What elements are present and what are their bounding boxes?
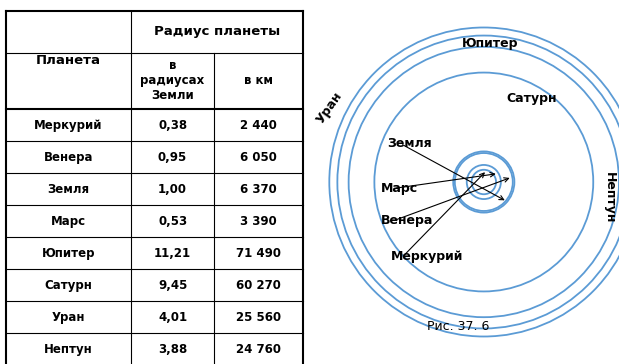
Text: 2 440: 2 440 [240, 119, 277, 132]
Text: 0,53: 0,53 [158, 215, 187, 228]
Text: Юпитер: Юпитер [462, 37, 519, 50]
Text: 4,01: 4,01 [158, 311, 187, 324]
Text: Сатурн: Сатурн [45, 279, 92, 292]
Text: Земля: Земля [387, 137, 432, 150]
Text: 0,95: 0,95 [158, 151, 187, 164]
Text: Марс: Марс [51, 215, 86, 228]
Text: Нептун: Нептун [44, 343, 93, 356]
Text: 6 050: 6 050 [240, 151, 277, 164]
Text: в км: в км [245, 75, 273, 87]
Text: Сатурн: Сатурн [507, 92, 557, 105]
Text: 60 270: 60 270 [236, 279, 281, 292]
Text: Венера: Венера [381, 214, 433, 227]
Text: Уран: Уран [52, 311, 85, 324]
Text: 25 560: 25 560 [236, 311, 281, 324]
Text: Юпитер: Юпитер [42, 247, 95, 260]
Text: 24 760: 24 760 [236, 343, 281, 356]
Text: Меркурий: Меркурий [34, 119, 103, 132]
Text: Радиус планеты: Радиус планеты [154, 25, 280, 38]
Text: 71 490: 71 490 [236, 247, 281, 260]
Text: 6 370: 6 370 [240, 183, 277, 196]
Text: Марс: Марс [381, 182, 418, 195]
Text: 9,45: 9,45 [158, 279, 188, 292]
Text: 1,00: 1,00 [158, 183, 187, 196]
Text: Земля: Земля [48, 183, 90, 196]
Text: 11,21: 11,21 [154, 247, 191, 260]
Text: в
радиусах
Земли: в радиусах Земли [141, 59, 205, 103]
Text: Планета: Планета [36, 54, 101, 67]
Text: 3,88: 3,88 [158, 343, 187, 356]
Text: Нептун: Нептун [603, 173, 616, 224]
Text: 3 390: 3 390 [240, 215, 277, 228]
Text: Венера: Венера [44, 151, 93, 164]
Text: 0,38: 0,38 [158, 119, 187, 132]
Text: Рис. 37. 6: Рис. 37. 6 [427, 320, 489, 333]
Text: Меркурий: Меркурий [391, 250, 463, 262]
Text: Уран: Уран [314, 90, 345, 126]
